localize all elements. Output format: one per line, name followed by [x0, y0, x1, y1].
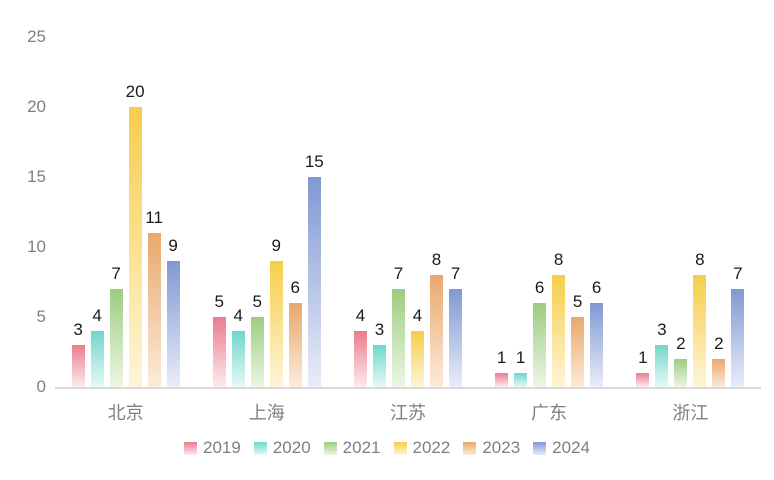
bar-2022: 4	[410, 306, 424, 387]
y-axis-tick-label: 25	[27, 27, 46, 46]
bar-value-label: 8	[553, 250, 564, 269]
category-label: 上海	[248, 403, 285, 423]
bar-2020: 3	[655, 320, 669, 387]
bar-value-label: 4	[412, 306, 423, 325]
bar-value-label: 4	[233, 306, 244, 325]
bar-value-label: 7	[393, 264, 404, 283]
bar-group: 5 4 5 9 6 15	[212, 0, 324, 387]
bar-2023: 11	[145, 208, 163, 387]
bar-2019: 1	[495, 348, 509, 387]
bar-2022: 9	[269, 236, 283, 387]
legend: 2019 2020 2021 2022 2023 2024	[0, 438, 774, 458]
bar-2024: 15	[305, 152, 324, 387]
bar-group: 3 4 7 20 11 9	[71, 0, 180, 387]
bar-value-label: 2	[676, 334, 686, 353]
bar-value-label: 7	[733, 264, 743, 283]
x-axis-line	[55, 387, 761, 389]
legend-item-2021: 2021	[323, 438, 381, 458]
y-axis-tick-label: 10	[27, 237, 46, 256]
bar-2024: 9	[166, 236, 180, 387]
bar-value-label: 5	[572, 292, 583, 311]
legend-label: 2021	[342, 438, 381, 457]
bar-value-label: 1	[515, 348, 526, 367]
bar-2020: 3	[372, 320, 386, 387]
bar-value-label: 6	[534, 278, 545, 297]
bar-value-label: 9	[271, 236, 282, 255]
bar-value-label: 9	[168, 236, 178, 255]
legend-swatch-icon	[463, 441, 477, 455]
legend-swatch-icon	[533, 441, 547, 455]
category-label: 江苏	[389, 403, 426, 423]
bar-2023: 2	[712, 334, 726, 387]
bar-2021: 7	[109, 264, 123, 387]
bar-2020: 4	[90, 306, 104, 387]
legend-item-2019: 2019	[184, 438, 241, 458]
legend-label: 2019	[203, 438, 241, 457]
bar-2021: 6	[533, 278, 547, 387]
bar-2021: 7	[391, 264, 405, 387]
y-axis-tick-label: 5	[36, 307, 46, 326]
bar-2022: 8	[552, 250, 566, 387]
y-axis-tick-label: 0	[36, 377, 46, 396]
bar-value-label: 4	[355, 306, 366, 325]
bar-value-label: 7	[450, 264, 461, 283]
legend-item-2024: 2024	[533, 438, 590, 458]
legend-label: 2023	[482, 438, 521, 457]
category-label: 浙江	[672, 403, 709, 423]
x-axis-labels: 北京 上海 江苏 广东 浙江	[55, 399, 761, 425]
category-label: 北京	[107, 403, 144, 423]
bar-2023: 6	[288, 278, 302, 387]
bar-2022: 20	[126, 82, 145, 387]
y-axis-tick-label: 15	[27, 167, 46, 186]
bar-2023: 5	[571, 292, 585, 387]
bar-value-label: 1	[496, 348, 507, 367]
legend-swatch-icon	[253, 441, 267, 455]
bar-2024: 6	[590, 278, 604, 387]
legend-swatch-icon	[184, 441, 198, 455]
legend-label: 2024	[552, 438, 590, 457]
bar-2019: 1	[636, 348, 650, 387]
bar-value-label: 7	[111, 264, 121, 283]
bar-2024: 7	[448, 264, 462, 387]
bar-value-label: 20	[125, 82, 145, 101]
bar-2020: 4	[231, 306, 245, 387]
bar-2024: 7	[731, 264, 745, 387]
bar-2023: 8	[429, 250, 443, 387]
bar-value-label: 8	[695, 250, 705, 269]
bar-2019: 5	[212, 292, 226, 387]
bar-value-label: 6	[591, 278, 602, 297]
bar-value-label: 5	[214, 292, 225, 311]
bar-2020: 1	[514, 348, 528, 387]
bar-value-label: 3	[657, 320, 667, 339]
bar-2021: 5	[250, 292, 264, 387]
bar-value-label: 5	[252, 292, 263, 311]
bar-value-label: 3	[73, 320, 83, 339]
bar-value-label: 8	[431, 250, 442, 269]
bar-value-label: 1	[638, 348, 648, 367]
bar-2019: 4	[353, 306, 367, 387]
bar-value-label: 11	[145, 208, 163, 227]
bar-value-label: 15	[304, 152, 324, 171]
plot-area: 3 4 7 20 11 9 5 4 5 9 6 15 4 3 7 4 8 7 1 1 6 8 5 6 1 3 2 8 2 7	[55, 0, 761, 387]
legend-item-2023: 2023	[463, 438, 520, 458]
legend-item-2020: 2020	[253, 438, 311, 458]
bar-value-label: 2	[714, 334, 724, 353]
bar-value-label: 6	[290, 278, 301, 297]
bar-value-label: 4	[92, 306, 102, 325]
legend-swatch-icon	[393, 441, 407, 455]
bar-value-label: 3	[374, 320, 385, 339]
bar-2021: 2	[674, 334, 688, 387]
bar-2019: 3	[71, 320, 85, 387]
legend-swatch-icon	[323, 441, 337, 455]
legend-label: 2020	[272, 438, 311, 457]
legend-item-2022: 2022	[393, 438, 451, 458]
category-label: 广东	[531, 403, 568, 423]
y-axis-tick-label: 20	[27, 97, 46, 116]
legend-label: 2022	[412, 438, 451, 457]
bar-2022: 8	[693, 250, 707, 387]
